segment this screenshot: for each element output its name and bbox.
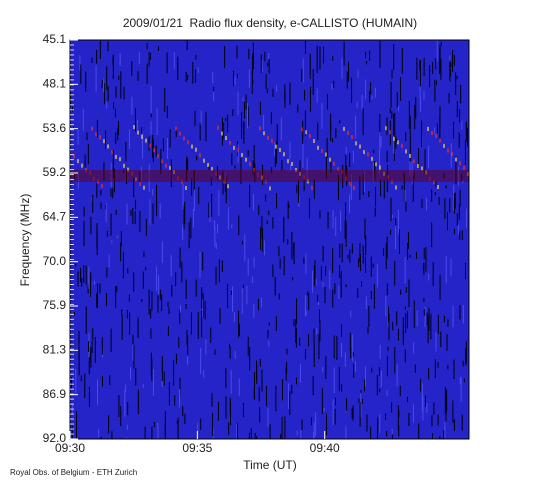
plot-background — [70, 40, 469, 439]
y-tick-label: 92.0 — [43, 431, 67, 445]
y-tick-label: 48.1 — [43, 77, 67, 91]
y-tick-label: 45.1 — [43, 32, 67, 46]
y-tick-label: 86.9 — [43, 387, 67, 401]
y-tick-label: 59.2 — [43, 165, 67, 179]
x-tick-label: 09:35 — [182, 441, 212, 455]
texture-band — [70, 170, 469, 182]
chart-title: 2009/01/21 Radio flux density, e-CALLIST… — [123, 16, 417, 30]
spectrogram-texture — [69, 40, 469, 439]
x-tick-label: 09:30 — [55, 441, 85, 455]
y-tick-label: 53.6 — [43, 121, 67, 135]
credit: Royal Obs. of Belgium - ETH Zurich — [10, 468, 137, 477]
x-axis-label: Time (UT) — [243, 458, 297, 472]
y-tick-label: 75.9 — [43, 298, 67, 312]
y-tick-label: 70.0 — [43, 254, 67, 268]
y-tick-label: 64.7 — [43, 210, 67, 224]
y-axis-label: Frequency (MHz) — [18, 194, 32, 287]
y-tick-label: 81.3 — [43, 343, 67, 357]
x-tick-label: 09:40 — [310, 441, 340, 455]
